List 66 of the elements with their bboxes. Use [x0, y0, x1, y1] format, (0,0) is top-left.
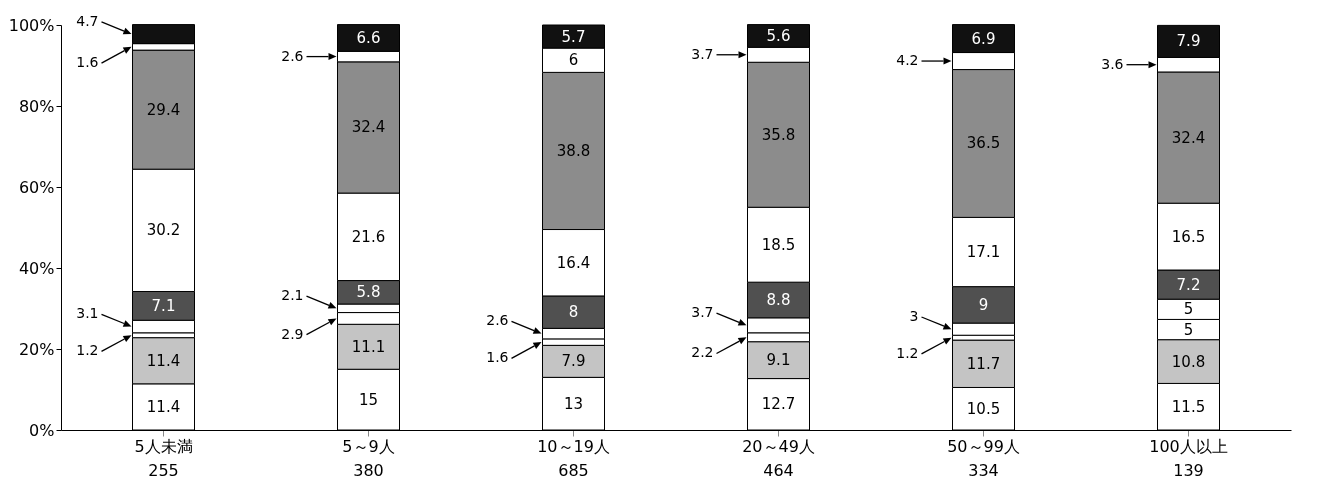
data-label: 35.8	[761, 125, 796, 144]
data-label: 9.1	[766, 351, 791, 370]
data-label: 21.6	[351, 227, 386, 246]
data-label: 16.5	[1171, 227, 1206, 246]
data-label: 2.1	[281, 287, 304, 304]
data-label: 18.5	[761, 235, 796, 254]
data-label: 32.4	[1171, 128, 1206, 147]
data-label: 3.7	[691, 304, 714, 321]
y-tick-label: 40%	[18, 258, 55, 278]
data-label: 7.1	[151, 296, 176, 315]
data-label: 8.8	[766, 290, 791, 309]
x-tick-label: 100人以上 139	[1149, 436, 1228, 480]
data-label: 11.5	[1171, 397, 1206, 416]
data-label: 9	[978, 295, 989, 314]
y-tick-label: 60%	[18, 177, 55, 197]
data-label: 4.7	[76, 12, 99, 29]
data-label: 5.7	[561, 27, 586, 46]
data-label: 6.6	[356, 28, 381, 47]
data-label: 29.4	[146, 100, 181, 119]
data-label: 36.5	[966, 134, 1001, 153]
data-label: 3.7	[691, 45, 714, 62]
data-label: 2.9	[281, 325, 304, 342]
x-tick-label: 50～99人 334	[947, 436, 1020, 480]
data-label: 5.8	[356, 283, 381, 302]
data-label: 17.1	[966, 243, 1001, 261]
data-label: 7.9	[1176, 32, 1201, 51]
data-label: 2.6	[486, 312, 509, 329]
data-label: 15	[358, 390, 379, 409]
y-tick-label: 20%	[18, 339, 55, 359]
data-label: 6	[568, 51, 579, 70]
data-label: 1.6	[486, 349, 509, 366]
data-label: 12.7	[761, 395, 796, 414]
data-label: 6.9	[971, 29, 996, 48]
data-label: 11.1	[351, 337, 386, 356]
y-tick-label: 100%	[8, 15, 55, 35]
data-label: 3.1	[76, 305, 99, 322]
data-label: 8	[568, 303, 579, 322]
x-tick-label: 20～49人 464	[742, 436, 815, 480]
data-label: 11.4	[146, 351, 181, 370]
data-label: 13	[563, 394, 584, 413]
data-label: 3	[909, 308, 919, 325]
data-label: 2.6	[281, 47, 304, 64]
data-label: 1.2	[76, 342, 99, 359]
data-label: 10.8	[1171, 352, 1206, 371]
data-label: 3.6	[1101, 55, 1124, 72]
data-label: 16.4	[556, 253, 591, 272]
data-label: 2.2	[691, 344, 714, 361]
data-label: 32.4	[351, 118, 386, 137]
y-tick-label: 80%	[18, 96, 55, 116]
data-label: 11.7	[966, 354, 1001, 373]
data-label: 5	[1183, 300, 1194, 319]
data-label: 5	[1183, 320, 1194, 339]
data-label: 7.2	[1176, 275, 1201, 294]
data-label: 30.2	[146, 221, 181, 240]
data-label: 5.6	[766, 26, 791, 45]
data-label: 10.5	[966, 399, 1001, 418]
x-tick-label: 5人未満 255	[134, 436, 193, 480]
x-tick-label: 5～9人 380	[342, 436, 395, 480]
y-tick-label: 0%	[29, 420, 55, 440]
data-label: 7.9	[561, 352, 586, 371]
data-label: 4.2	[896, 52, 919, 69]
data-label: 1.2	[896, 344, 919, 361]
x-tick-label: 10～19人 685	[537, 436, 610, 480]
data-label: 1.6	[76, 54, 99, 71]
data-label: 38.8	[556, 141, 591, 160]
data-label: 11.4	[146, 397, 181, 416]
